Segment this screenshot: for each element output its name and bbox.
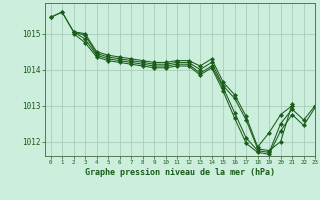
X-axis label: Graphe pression niveau de la mer (hPa): Graphe pression niveau de la mer (hPa): [85, 168, 275, 177]
